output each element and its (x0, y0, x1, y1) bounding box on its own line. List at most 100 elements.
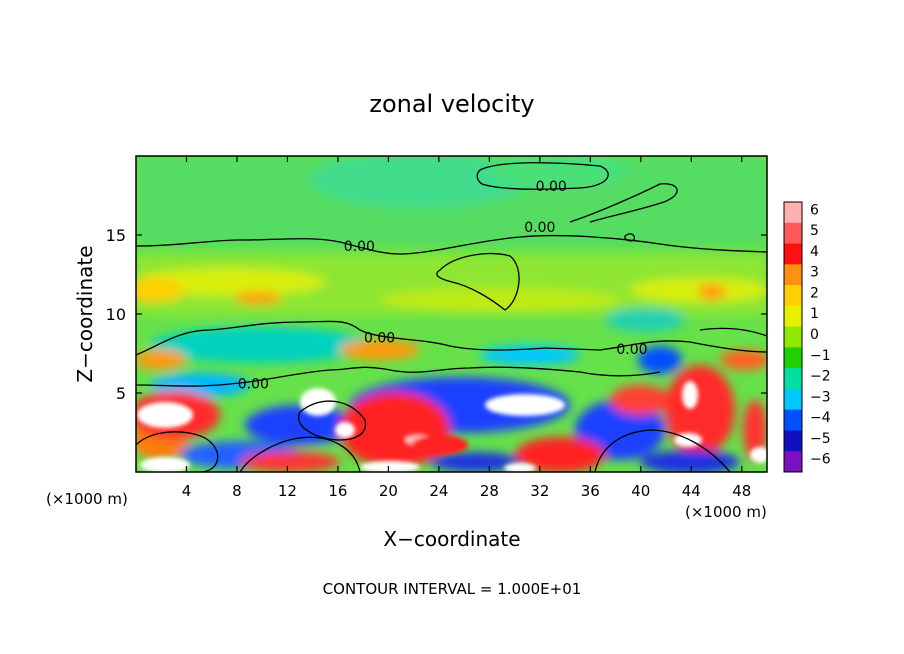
x-tick-label: 20 (379, 482, 398, 500)
x-tick-label: 24 (429, 482, 448, 500)
field-blobs (136, 156, 767, 472)
blue-patch (638, 346, 682, 374)
colorbar-swatch (784, 368, 802, 390)
cyan-patch (480, 345, 580, 365)
y-tick-label: 15 (106, 226, 126, 245)
heatmap-field (136, 156, 767, 472)
colorbar-frame (783, 201, 803, 473)
contour-blob-3 (594, 429, 731, 472)
x-tick-label: 28 (480, 482, 499, 500)
contour-right-edge (699, 327, 767, 337)
white-peak (485, 394, 565, 416)
blue-patch (640, 450, 740, 472)
contour-blob-2 (239, 436, 361, 472)
orange-patch (340, 340, 420, 360)
colorbar-label: 5 (810, 223, 819, 239)
white-peak (360, 461, 420, 472)
x-tick-label: 48 (732, 482, 751, 500)
contour-label: 0.00 (616, 342, 647, 358)
x-axis-unit-left: (×1000 m) (46, 490, 128, 508)
colorbar-label: −1 (810, 348, 831, 364)
colorbar-label: −5 (810, 431, 831, 447)
colorbar-label: 3 (810, 265, 819, 281)
x-tick-label: 8 (232, 482, 242, 500)
red-patch (340, 392, 450, 468)
white-peak (504, 463, 536, 472)
red-patch (240, 452, 340, 472)
colorbar-swatch (784, 388, 802, 411)
white-peak (335, 422, 355, 438)
cyan-green-patch (310, 156, 530, 208)
colorbar-swatch (784, 305, 802, 328)
colorbar-swatch (784, 409, 802, 431)
white-peak (750, 447, 767, 463)
x-axis: 4 8 12 16 20 24 28 32 36 40 44 48 (182, 156, 751, 500)
y-axis: 5 10 15 (106, 226, 767, 403)
colorbar-label: −3 (810, 389, 831, 405)
contour-lower (136, 320, 767, 356)
white-peak (140, 457, 190, 472)
colorbar-label: −4 (810, 410, 831, 426)
cyan-green-patch (490, 156, 630, 188)
colorbar-swatch (784, 264, 802, 286)
chart-title: zonal velocity (369, 90, 534, 118)
contour-right-upper (569, 183, 678, 223)
red-patch (515, 437, 605, 472)
contour-label: 0.00 (238, 377, 269, 393)
colorbar-label: −2 (810, 369, 831, 385)
contour-labels-layer: 0.00 0.00 0.00 0.00 0.00 0.00 (238, 179, 648, 392)
x-tick-label: 44 (682, 482, 701, 500)
contour-top-loop (476, 162, 609, 190)
y-axis-label: Z−coordinate (73, 245, 97, 382)
orange-patch (136, 350, 186, 370)
red-patch (610, 385, 670, 415)
blue-patch (430, 452, 520, 472)
zero-contours (136, 162, 767, 472)
blue-patch (575, 400, 665, 460)
colorbar-label: 4 (810, 244, 819, 260)
yellow-band (136, 278, 185, 302)
colorbar-swatch (784, 243, 802, 265)
colorbar-swatch (784, 285, 802, 307)
red-patch (743, 400, 767, 460)
cyan-patch (150, 327, 370, 363)
colorbar-label: 6 (810, 202, 819, 218)
contour-label: 0.00 (344, 239, 375, 255)
colorbar-label: 0 (810, 327, 819, 343)
colorbar-swatch (784, 347, 802, 369)
red-patch (720, 350, 767, 370)
colorbar-label: −6 (810, 452, 831, 468)
colorbar-swatch (784, 222, 802, 245)
colorbar-swatch (784, 451, 802, 473)
x-tick-label: 4 (182, 482, 192, 500)
contour-label: 0.00 (524, 220, 555, 236)
contour-small (624, 233, 636, 242)
colorbar: 6 5 4 3 2 1 0 −1 −2 −3 −4 −5 −6 (783, 201, 831, 473)
colorbar-swatch (784, 326, 802, 348)
cyan-patch (605, 308, 685, 332)
colorbar-swatch (784, 430, 802, 452)
x-axis-unit-right: (×1000 m) (685, 503, 767, 521)
y-tick-label: 5 (116, 384, 126, 403)
y-tick-label: 10 (106, 305, 126, 324)
x-tick-label: 36 (581, 482, 600, 500)
contour-label: 0.00 (364, 331, 395, 347)
x-tick-label: 12 (278, 482, 297, 500)
contour-lower-2 (136, 366, 661, 387)
contour-upper (136, 234, 767, 255)
contour-interval-note: CONTOUR INTERVAL = 1.000E+01 (323, 580, 582, 598)
white-peak (682, 381, 698, 409)
contour-blob-1 (136, 431, 219, 472)
blue-patch (245, 405, 355, 445)
contour-blob-4 (297, 400, 367, 441)
x-tick-label: 16 (328, 482, 347, 500)
red-peak (412, 435, 468, 455)
yellow-band (380, 288, 620, 312)
field-extremes (137, 381, 767, 472)
colorbar-label: 1 (810, 306, 819, 322)
x-tick-label: 32 (530, 482, 549, 500)
orange-patch (234, 292, 282, 304)
x-tick-label: 40 (631, 482, 650, 500)
red-patch (665, 365, 735, 455)
